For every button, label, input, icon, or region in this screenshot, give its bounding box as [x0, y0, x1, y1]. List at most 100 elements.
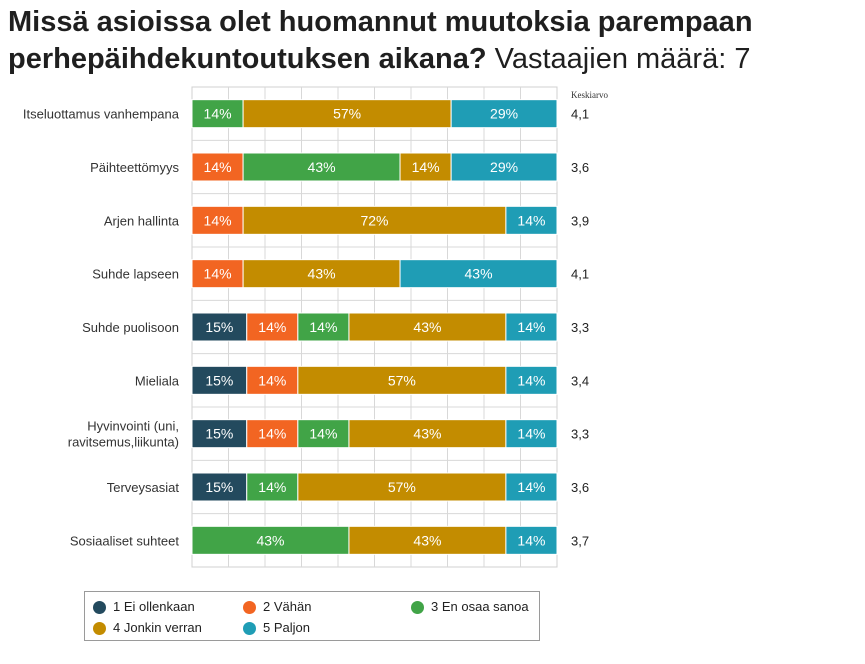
- bar-segment: [242, 259, 401, 289]
- bar-segment: [191, 259, 244, 289]
- data-label: 72%: [360, 212, 388, 228]
- legend-item: 5 Paljon: [243, 620, 310, 636]
- bar-segment: [348, 419, 507, 449]
- bar-segment: [297, 312, 350, 342]
- data-label: 14%: [517, 319, 545, 335]
- bar-segment: [242, 99, 452, 129]
- data-label: 14%: [517, 212, 545, 228]
- data-label: 14%: [204, 212, 232, 228]
- mean-value: 3,3: [571, 427, 589, 442]
- category-label: Sosiaaliset suhteet: [70, 533, 180, 548]
- bar-segment: [450, 152, 558, 182]
- legend-label: 1 Ei ollenkaan: [113, 599, 195, 614]
- legend-swatch: [243, 621, 256, 635]
- bar-segment: [246, 419, 299, 449]
- chart-title: Missä asioissa olet huomannut muutoksia …: [8, 4, 858, 78]
- legend-label: 3 En osaa sanoa: [431, 599, 529, 614]
- bar-segment: [246, 312, 299, 342]
- legend-item: 3 En osaa sanoa: [411, 599, 529, 615]
- category-label: Suhde puolisoon: [82, 320, 179, 335]
- category-label: Päihteettömyys: [90, 160, 179, 175]
- bar-segment: [348, 312, 507, 342]
- mean-value: 3,7: [571, 533, 589, 548]
- data-label: 43%: [308, 159, 336, 175]
- bar-segment: [450, 99, 558, 129]
- data-label: 14%: [412, 159, 440, 175]
- data-label: 57%: [333, 106, 361, 122]
- data-label: 15%: [205, 479, 233, 495]
- category-label: Suhde lapseen: [92, 267, 179, 282]
- bar-segment: [505, 419, 558, 449]
- legend-swatch: [411, 600, 424, 614]
- mean-value: 3,4: [571, 373, 589, 388]
- data-label: 43%: [413, 319, 441, 335]
- data-label: 14%: [309, 319, 337, 335]
- stacked-bar-chart: Keskiarvo Itseluottamus vanhempana 14% 57% 2…: [23, 86, 608, 568]
- data-label: 14%: [258, 479, 286, 495]
- data-label: 14%: [204, 159, 232, 175]
- mean-column-header: Keskiarvo: [571, 90, 608, 100]
- legend-item: 4 Jonkin verran: [93, 620, 202, 636]
- data-label: 14%: [517, 426, 545, 442]
- bar-segment: [191, 419, 248, 449]
- bar-segment: [505, 525, 558, 555]
- data-label: 57%: [388, 372, 416, 388]
- data-label: 15%: [205, 372, 233, 388]
- legend-swatch: [243, 600, 256, 614]
- data-label: 57%: [388, 479, 416, 495]
- data-label: 43%: [465, 266, 493, 282]
- category-label: Mieliala: [135, 373, 180, 388]
- mean-value: 4,1: [571, 267, 589, 282]
- data-label: 14%: [258, 426, 286, 442]
- category-label: Itseluottamus vanhempana: [23, 107, 180, 122]
- mean-value: 3,9: [571, 213, 589, 228]
- bar-segment: [297, 419, 350, 449]
- bar-segment: [297, 365, 507, 395]
- category-label: Terveysasiat: [107, 480, 180, 495]
- mean-value: 3,6: [571, 160, 589, 175]
- data-label: 43%: [308, 266, 336, 282]
- bar-segment: [505, 205, 558, 235]
- bar-segment: [505, 365, 558, 395]
- bar-segment: [191, 312, 248, 342]
- bar-segment: [246, 365, 299, 395]
- data-label: 14%: [204, 266, 232, 282]
- respondent-count: Vastaajien määrä: 7: [494, 43, 751, 75]
- legend-item: 2 Vähän: [243, 599, 311, 615]
- data-label: 14%: [517, 372, 545, 388]
- data-label: 43%: [413, 532, 441, 548]
- bar-segment: [399, 259, 558, 289]
- data-label: 14%: [517, 479, 545, 495]
- data-label: 14%: [517, 532, 545, 548]
- bar-segment: [191, 99, 244, 129]
- bar-segment: [242, 205, 507, 235]
- chart-title-text: Missä asioissa olet huomannut muutoksia …: [8, 6, 753, 75]
- bar-segment: [348, 525, 507, 555]
- data-label: 14%: [309, 426, 337, 442]
- legend-swatch: [93, 600, 106, 614]
- mean-value: 4,1: [571, 107, 589, 122]
- legend-label: 2 Vähän: [263, 599, 312, 614]
- bar-segment: [246, 472, 299, 502]
- chart-legend: 1 Ei ollenkaan 2 Vähän 3 En osaa sanoa 4 Jo…: [84, 591, 540, 641]
- data-label: 14%: [258, 372, 286, 388]
- legend-label: 4 Jonkin verran: [113, 620, 202, 635]
- bar-segment: [399, 152, 452, 182]
- legend-item: 1 Ei ollenkaan: [93, 599, 195, 615]
- data-label: 14%: [204, 106, 232, 122]
- data-label: 15%: [205, 426, 233, 442]
- category-label: Arjen hallinta: [104, 213, 180, 228]
- data-label: 43%: [413, 426, 441, 442]
- data-label: 43%: [256, 532, 284, 548]
- bar-segment: [505, 312, 558, 342]
- legend-label: 5 Paljon: [263, 620, 310, 635]
- legend-swatch: [93, 621, 106, 635]
- bar-segment: [242, 152, 401, 182]
- mean-value: 3,6: [571, 480, 589, 495]
- data-label: 29%: [490, 159, 518, 175]
- bar-segment: [191, 152, 244, 182]
- category-label: Hyvinvointi (uni, ravitsemus,liikunta): [68, 419, 179, 450]
- data-label: 29%: [490, 106, 518, 122]
- mean-value: 3,3: [571, 320, 589, 335]
- data-label: 14%: [258, 319, 286, 335]
